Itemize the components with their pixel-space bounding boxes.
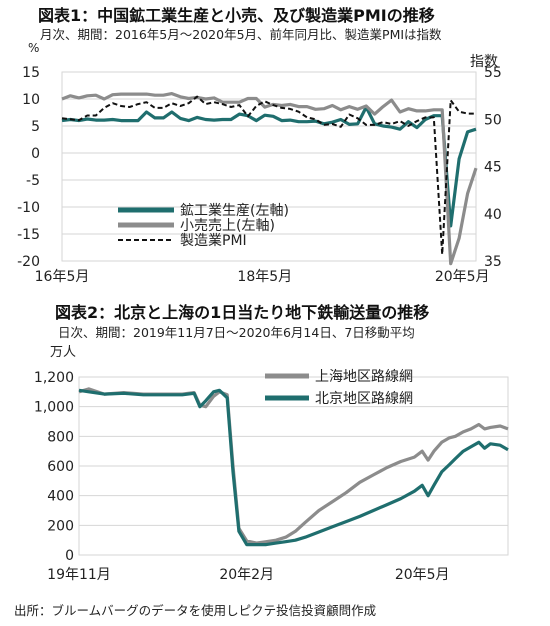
fig2-subtitle: 日次、期間：2019年11月7日～2020年6月14日、7日移動平均	[58, 325, 415, 340]
chart2-unit: 万人	[50, 345, 76, 360]
chart1-left-unit: %	[28, 42, 39, 55]
chart1-right-tick-label: 55	[484, 65, 502, 81]
chart2-y-tick-label: 400	[47, 489, 74, 505]
chart1-legend-label-1: 小売売上(左軸)	[180, 218, 275, 234]
fig1-title: 図表1：中国鉱工業生産と小売、及び製造業PMIの推移	[38, 6, 435, 25]
chart1-left-tick-label: 0	[31, 146, 40, 162]
chart1-left-tick-label: 10	[22, 92, 40, 108]
chart2-svg: 万人 1,200 1,000 800 600 400 200 0 19年11月 20年2月 20年5…	[34, 345, 509, 583]
chart1-left-tick-label: -10	[17, 200, 40, 216]
chart1-legend-label-0: 鉱工業生産(左軸)	[180, 202, 289, 219]
chart1-right-tick-label: 35	[484, 254, 502, 270]
chart1-left-tick-label: -15	[17, 227, 40, 243]
chart1-x-tick-label: 16年5月	[35, 269, 90, 285]
chart1-left-tick-label: -20	[17, 254, 40, 270]
chart2-x-tick-label: 20年5月	[395, 567, 450, 583]
chart2-y-tick-label: 1,000	[34, 400, 74, 416]
chart1-x-tick-label: 18年5月	[237, 269, 292, 285]
chart1-left-tick-label: 15	[22, 65, 40, 81]
chart2-y-tick-label: 600	[47, 459, 74, 475]
chart2-legend-label-0: 上海地区路線網	[315, 369, 413, 385]
chart2-y-tick-label: 1,200	[34, 370, 74, 386]
chart2-y-tick-label: 800	[47, 429, 74, 445]
chart1-series-line-2	[61, 95, 476, 256]
chart1-legend-label-2: 製造業PMI	[180, 233, 247, 249]
fig1-subtitle: 月次、期間：2016年5月～2020年5月、前年同月比、製造業PMIは指数	[40, 27, 442, 42]
chart1-right-tick-label: 40	[484, 207, 502, 223]
chart1-left-tick-label: 5	[31, 119, 40, 135]
chart1-right-tick-label: 50	[484, 112, 502, 128]
chart2-legend-label-1: 北京地区路線網	[315, 391, 413, 407]
chart1-series-line-1	[61, 92, 478, 266]
chart1-left-tick-label: -5	[26, 173, 40, 189]
source-note: 出所：ブルームバーグのデータを使用しピクテ投信投資顧問作成	[14, 603, 377, 618]
chart1-series-line-0	[61, 105, 477, 228]
chart2-y-tick-label: 0	[65, 548, 74, 564]
fig2-title: 図表2：北京と上海の1日当たり地下鉄輸送量の推移	[55, 303, 430, 322]
chart2-series-line-1	[78, 388, 509, 547]
chart1-right-tick-label: 45	[484, 160, 502, 176]
chart1-right-unit: 指数	[470, 54, 498, 70]
chart1-x-tick-label: 20年5月	[435, 269, 490, 285]
chart2-x-tick-label: 19年11月	[47, 567, 111, 583]
chart2-y-tick-label: 200	[47, 518, 74, 534]
chart2-x-tick-label: 20年2月	[219, 567, 274, 583]
